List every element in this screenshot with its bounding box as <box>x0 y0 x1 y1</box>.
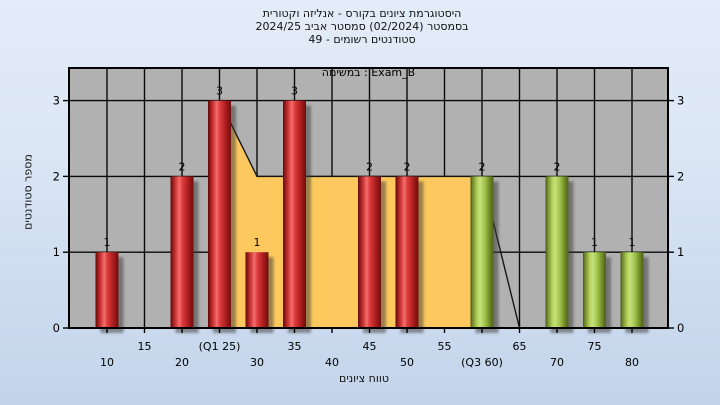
bar-value-label-45: 2 <box>366 160 373 173</box>
bar-75 <box>583 252 606 328</box>
bar-value-label-30: 1 <box>254 236 261 249</box>
y-tick-label-left-1: 1 <box>53 245 60 259</box>
legend-label: במשימה : Exam_B <box>321 66 416 79</box>
x-tick-label-70: 70 <box>550 356 564 369</box>
x-tick-label-80: 80 <box>625 356 639 369</box>
y-tick-label-right-1: 1 <box>677 245 684 259</box>
y-tick-label-right-2: 2 <box>677 169 684 183</box>
bar-70 <box>545 176 569 328</box>
y-tick-label-left-3: 3 <box>53 94 60 108</box>
plot-border <box>68 67 669 329</box>
x-tick-label-30: 30 <box>250 356 264 369</box>
x-tick-label-10: 10 <box>100 356 114 369</box>
x-tick-label-25: (Q1 25) <box>199 340 241 353</box>
bar-80 <box>620 252 644 328</box>
chart-title-line-3: סטודנטים רשומים - 49 <box>308 33 416 46</box>
y-tick-label-left-0: 0 <box>53 321 60 335</box>
bar-50 <box>395 176 419 328</box>
x-tick-label-50: 50 <box>400 356 414 369</box>
chart-title: היסטוגרמת ציונים בקורס - אנליזה וקטורית … <box>0 7 720 46</box>
x-tick-label-20: 20 <box>175 356 189 369</box>
y-tick-label-right-0: 0 <box>677 321 684 335</box>
x-tick-label-35: 35 <box>288 340 302 353</box>
x-tick-label-60: (Q3 60) <box>461 356 503 369</box>
x-tick-label-65: 65 <box>513 340 527 353</box>
bar-value-label-35: 3 <box>291 85 298 98</box>
bar-value-label-80: 1 <box>629 236 636 249</box>
x-tick-label-75: 75 <box>588 340 602 353</box>
chart-title-line-1: היסטוגרמת ציונים בקורס - אנליזה וקטורית <box>262 7 462 20</box>
x-tick-label-55: 55 <box>438 340 452 353</box>
bar-value-label-10: 1 <box>104 236 111 249</box>
chart-title-line-2: בסמסטר (02/2024) סמסטר אביב 2024/25 <box>255 20 469 33</box>
bar-35 <box>283 100 306 328</box>
bar-45 <box>358 176 381 328</box>
bar-value-label-70: 2 <box>554 160 561 173</box>
bar-value-label-60: 2 <box>479 160 486 173</box>
bar-value-label-20: 2 <box>179 160 186 173</box>
y-tick-label-left-2: 2 <box>53 169 60 183</box>
bar-20 <box>170 176 194 328</box>
bar-value-label-75: 1 <box>591 236 598 249</box>
bar-10 <box>95 252 119 328</box>
bar-value-label-25: 3 <box>216 85 223 98</box>
bar-value-label-50: 2 <box>404 160 411 173</box>
x-tick-label-40: 40 <box>325 356 339 369</box>
bar-60 <box>470 176 494 328</box>
y-axis-title: מספר סטודנטים <box>21 154 35 230</box>
bar-30 <box>245 252 269 328</box>
x-tick-label-45: 45 <box>363 340 377 353</box>
y-tick-label-right-3: 3 <box>677 94 684 108</box>
x-axis-title: טווח ציונים <box>339 372 389 385</box>
bar-25 <box>208 100 231 328</box>
x-tick-label-15: 15 <box>138 340 152 353</box>
